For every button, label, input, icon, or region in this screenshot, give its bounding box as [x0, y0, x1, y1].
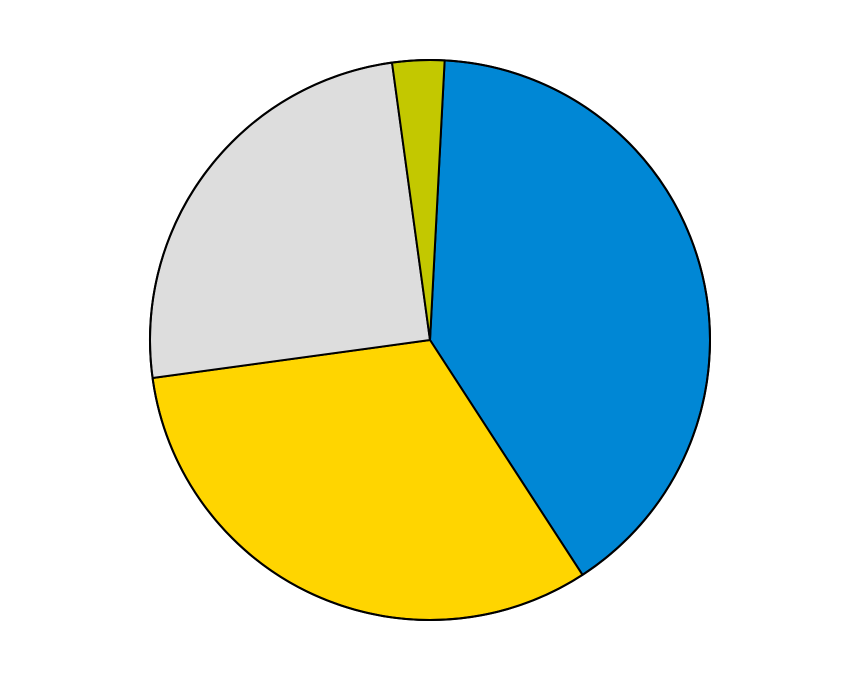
pie-chart: [0, 0, 860, 680]
pie-chart-svg: [0, 0, 860, 680]
pie-slice-gray: [150, 63, 430, 378]
